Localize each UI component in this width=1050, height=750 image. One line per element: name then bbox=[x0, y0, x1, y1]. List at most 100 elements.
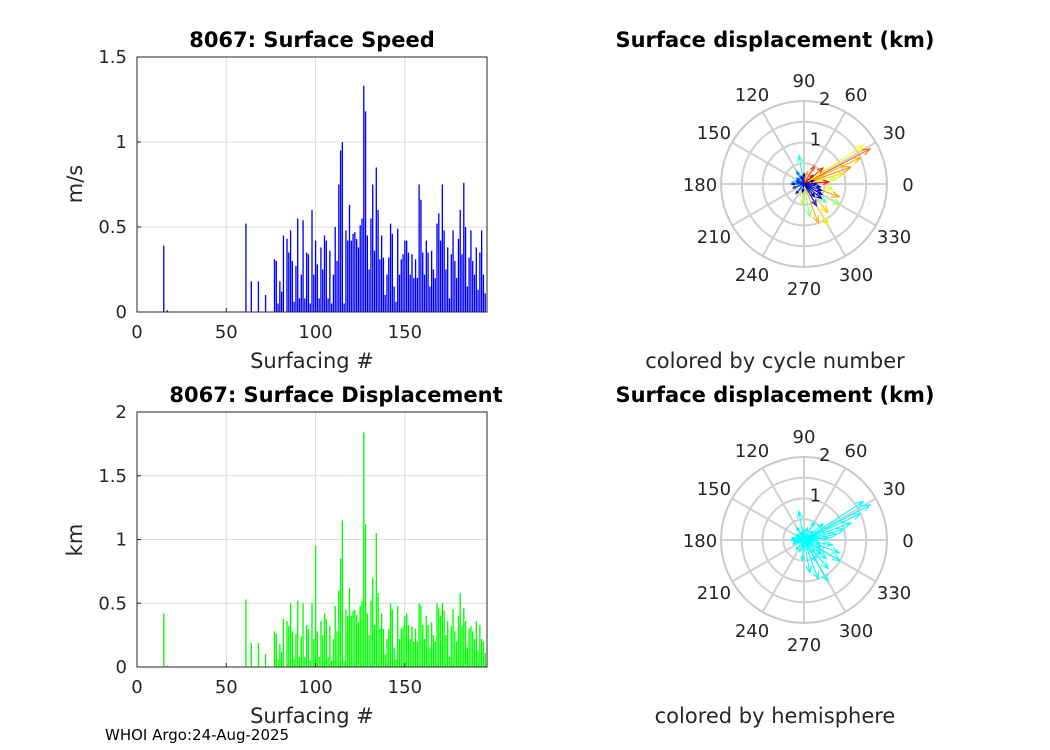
speed-bar bbox=[463, 182, 465, 312]
displacement-bar bbox=[420, 605, 422, 667]
displacement-bar bbox=[482, 641, 485, 667]
displacement-bar bbox=[380, 613, 383, 667]
polar-cycle-arrow bbox=[803, 171, 846, 185]
polar-cycle-angle-label: 120 bbox=[735, 85, 769, 106]
speed-bar bbox=[293, 301, 295, 312]
displacement-bar bbox=[320, 621, 322, 667]
displacement-bar bbox=[359, 605, 361, 667]
displacement-bar bbox=[355, 614, 358, 667]
speed-bar bbox=[436, 223, 438, 312]
displacement-bar bbox=[457, 616, 460, 667]
speed-bar bbox=[313, 274, 315, 312]
speed-bar bbox=[430, 250, 433, 312]
polar-cycle-arrow bbox=[803, 148, 872, 185]
polar-cycle-radial-label: 2 bbox=[819, 89, 830, 110]
speed-bar bbox=[388, 257, 390, 312]
polar-hemi-arrow bbox=[803, 539, 816, 554]
polar-cycle-xlabel: colored by cycle number bbox=[645, 349, 905, 373]
displacement-bar bbox=[402, 626, 404, 667]
speed-ytick-label: 1 bbox=[116, 132, 127, 153]
displacement-bar bbox=[407, 624, 410, 667]
polar-hemi-arrow bbox=[803, 504, 872, 541]
displacement-bar bbox=[395, 659, 397, 667]
displacement-bar bbox=[348, 587, 351, 667]
displacement-bar bbox=[418, 603, 420, 667]
displacement-panel: 0 50 100 150 0 0.5 1 1.5 2 8067: Surface Displac… bbox=[63, 383, 503, 728]
displacement-bar bbox=[334, 605, 336, 667]
speed-bar bbox=[470, 230, 472, 312]
displacement-bar bbox=[416, 641, 419, 667]
polar-cycle-angle-label: 270 bbox=[787, 279, 821, 300]
speed-bar bbox=[439, 240, 442, 312]
displacement-bar bbox=[277, 659, 279, 667]
speed-bar bbox=[300, 274, 302, 312]
speed-bar bbox=[311, 210, 313, 312]
speed-bar bbox=[472, 261, 474, 312]
speed-bar bbox=[338, 184, 340, 312]
speed-bar bbox=[372, 184, 374, 312]
displacement-ytick-label: 0 bbox=[116, 657, 127, 678]
polar-cycle-arrow bbox=[803, 183, 818, 207]
displacement-bar bbox=[354, 609, 356, 668]
polar-cycle-arrow bbox=[804, 182, 818, 186]
speed-bar bbox=[454, 261, 456, 312]
displacement-bar bbox=[398, 638, 401, 667]
displacement-bar bbox=[468, 628, 470, 667]
polar-hemi-xlabel: colored by hemisphere bbox=[655, 704, 896, 728]
polar-hemi-angle-label: 240 bbox=[735, 621, 769, 642]
speed-bar bbox=[443, 230, 445, 312]
displacement-bar bbox=[280, 651, 283, 667]
polar-cycle-angle-label: 30 bbox=[883, 123, 906, 144]
speed-bar bbox=[404, 240, 406, 312]
speed-bar bbox=[330, 303, 333, 312]
displacement-bar bbox=[400, 628, 402, 667]
displacement-bar bbox=[366, 613, 369, 667]
displacement-bar bbox=[245, 599, 247, 667]
displacement-bar bbox=[291, 631, 294, 667]
speed-bar bbox=[305, 252, 308, 312]
displacement-bar bbox=[450, 626, 452, 667]
speed-bar bbox=[480, 230, 483, 312]
speed-bar bbox=[405, 240, 408, 312]
speed-bar bbox=[277, 303, 279, 312]
speed-ytick-label: 0 bbox=[116, 302, 127, 323]
displacement-bar bbox=[391, 609, 394, 668]
polar-hemi-angle-label: 150 bbox=[697, 479, 731, 500]
displacement-bar bbox=[479, 624, 481, 667]
displacement-bar bbox=[343, 660, 345, 668]
displacement-bar bbox=[363, 432, 365, 667]
speed-bar bbox=[407, 252, 410, 312]
polar-hemi-arrows bbox=[790, 500, 872, 583]
displacement-bar bbox=[473, 638, 476, 667]
displacement-bar bbox=[275, 633, 277, 667]
speed-xtick-label: 150 bbox=[388, 322, 422, 343]
displacement-bar bbox=[475, 621, 477, 667]
displacement-bar bbox=[327, 656, 329, 667]
displacement-bar bbox=[341, 520, 344, 668]
speed-bar bbox=[452, 230, 454, 312]
displacement-xtick-label: 0 bbox=[131, 677, 142, 698]
speed-bar bbox=[393, 286, 395, 312]
displacement-bar bbox=[352, 610, 354, 667]
polar-cycle-arrow bbox=[803, 183, 812, 219]
speed-bar bbox=[455, 278, 458, 312]
displacement-bar bbox=[323, 613, 326, 667]
displacement-bar bbox=[339, 558, 342, 668]
speed-bar bbox=[289, 230, 292, 312]
displacement-bar bbox=[441, 603, 444, 667]
polar-hemi-angle-label: 90 bbox=[793, 427, 816, 448]
speed-bar bbox=[297, 218, 299, 312]
displacement-bar bbox=[388, 628, 390, 667]
speed-bar bbox=[318, 298, 320, 312]
polar-cycle-angle-label: 90 bbox=[793, 71, 816, 92]
displacement-xtick-label: 150 bbox=[388, 677, 422, 698]
speed-bar bbox=[482, 274, 485, 312]
speed-ytick-label: 0.5 bbox=[98, 217, 127, 238]
speed-ticks: 0 50 100 150 0 0.5 1 1.5 bbox=[98, 47, 422, 343]
polar-cycle-angle-label: 180 bbox=[683, 175, 717, 196]
speed-bar bbox=[422, 252, 424, 312]
polar-cycle-angle-label: 60 bbox=[845, 85, 868, 106]
speed-bar bbox=[352, 233, 354, 312]
speed-bar bbox=[427, 252, 429, 312]
